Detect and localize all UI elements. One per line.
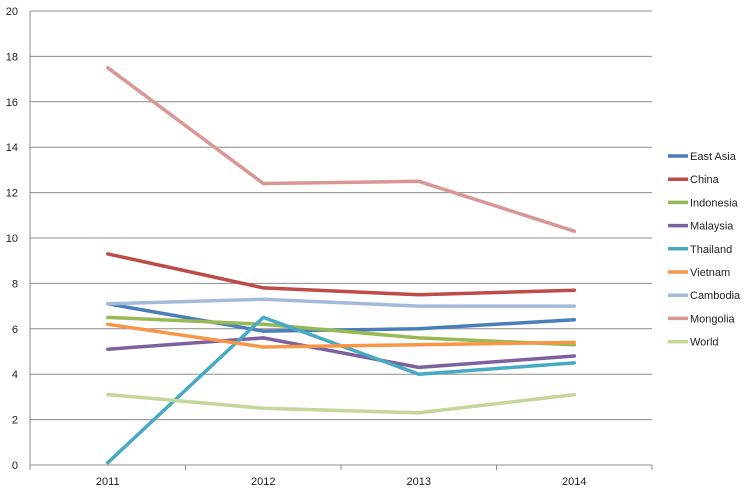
- y-tick-label: 14: [6, 142, 18, 154]
- legend-item: Cambodia: [668, 290, 741, 302]
- legend: East Asia China Indonesia Malaysia Thailand V…: [668, 151, 741, 349]
- legend-label: Thailand: [690, 244, 732, 256]
- x-tick-label: 2012: [251, 476, 275, 488]
- series-line-vietnam: [106, 322, 577, 349]
- series-line-east-asia: [106, 302, 577, 333]
- x-tick-label: 2013: [407, 476, 431, 488]
- legend-item: Mongolia: [668, 313, 736, 325]
- y-tick-label: 16: [6, 97, 18, 109]
- legend-item: Malaysia: [668, 221, 734, 233]
- legend-item: East Asia: [668, 151, 737, 163]
- legend-item: Indonesia: [668, 197, 739, 209]
- y-tick-label: 4: [12, 369, 18, 381]
- legend-item: Vietnam: [668, 267, 730, 279]
- y-tick-label: 0: [12, 460, 18, 472]
- legend-item: World: [668, 337, 719, 349]
- legend-label: Mongolia: [690, 313, 736, 325]
- legend-label: Malaysia: [690, 221, 734, 233]
- y-tick-label: 10: [6, 233, 18, 245]
- legend-label: World: [690, 337, 719, 349]
- y-tick-label: 2: [12, 415, 18, 427]
- legend-label: Vietnam: [690, 267, 730, 279]
- series-line-cambodia: [106, 297, 577, 308]
- axes: 0 2 4 6 8 10 12 14 16 18 20 2011 2012 2013 2014: [6, 6, 653, 488]
- y-tick-label: 8: [12, 278, 18, 290]
- series-line-thailand: [106, 315, 577, 465]
- x-tick-label: 2014: [562, 476, 586, 488]
- legend-label: China: [690, 174, 720, 186]
- legend-label: East Asia: [690, 151, 737, 163]
- legend-label: Indonesia: [690, 197, 739, 209]
- series-line-indonesia: [106, 315, 577, 347]
- legend-item: Thailand: [668, 244, 732, 256]
- series-line-world: [106, 392, 577, 415]
- series-line-malaysia: [106, 336, 577, 370]
- series-lines: [106, 66, 577, 465]
- y-tick-label: 20: [6, 6, 18, 18]
- y-tick-label: 18: [6, 51, 18, 63]
- series-line-china: [106, 252, 577, 297]
- y-tick-label: 12: [6, 188, 18, 200]
- legend-label: Cambodia: [690, 290, 741, 302]
- series-line-mongolia: [106, 66, 577, 233]
- legend-item: China: [668, 174, 720, 186]
- x-tick-label: 2011: [96, 476, 120, 488]
- y-tick-label: 6: [12, 324, 18, 336]
